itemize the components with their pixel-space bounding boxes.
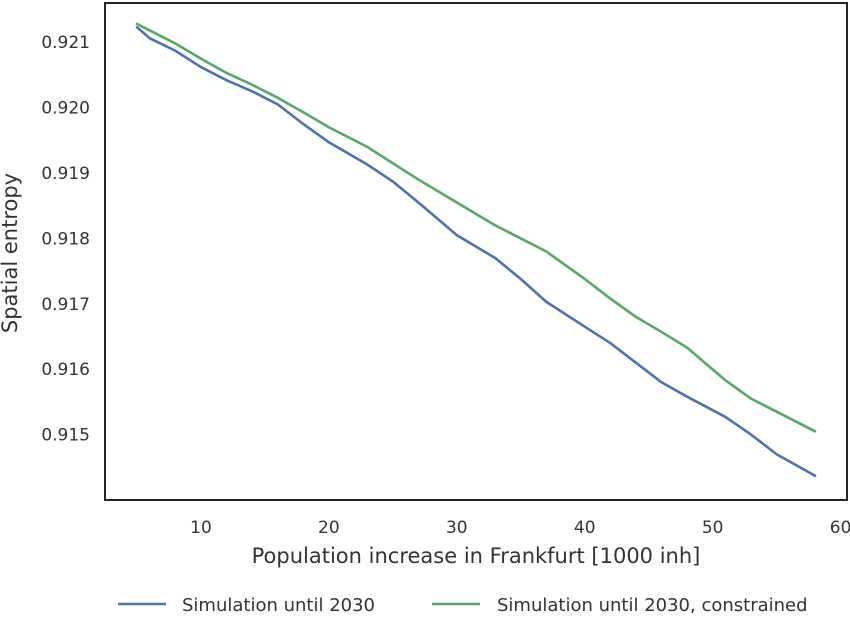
y-tick-label: 0.919 bbox=[41, 164, 90, 184]
plot-frame bbox=[104, 2, 848, 501]
x-axis-title: Population increase in Frankfurt [1000 i… bbox=[252, 544, 701, 568]
legend: Simulation until 2030 Simulation until 20… bbox=[118, 595, 808, 616]
x-tick-label: 30 bbox=[446, 518, 468, 538]
x-tick-label: 10 bbox=[190, 518, 212, 538]
y-axis-title: Spatial entropy bbox=[0, 173, 22, 333]
plot-area bbox=[104, 2, 848, 501]
y-tick-label: 0.920 bbox=[41, 99, 90, 119]
legend-label-1: Simulation until 2030 bbox=[182, 595, 375, 616]
x-tick-label: 40 bbox=[574, 518, 596, 538]
series-line-2 bbox=[135, 22, 817, 433]
x-tick-label: 20 bbox=[318, 518, 340, 538]
x-tick-label: 60 bbox=[830, 518, 850, 538]
y-tick-label: 0.915 bbox=[41, 426, 90, 446]
y-tick-label: 0.918 bbox=[41, 229, 90, 249]
legend-label-2: Simulation until 2030, constrained bbox=[497, 595, 808, 616]
y-axis-ticks: 0.915 0.916 0.917 0.918 0.919 0.920 0.921 bbox=[41, 33, 90, 445]
x-axis-ticks: 10 20 30 40 50 60 bbox=[190, 518, 850, 538]
series-line-1 bbox=[135, 25, 817, 478]
y-tick-label: 0.921 bbox=[41, 33, 90, 53]
x-tick-label: 50 bbox=[702, 518, 724, 538]
y-tick-label: 0.917 bbox=[41, 295, 90, 315]
y-tick-label: 0.916 bbox=[41, 360, 90, 380]
